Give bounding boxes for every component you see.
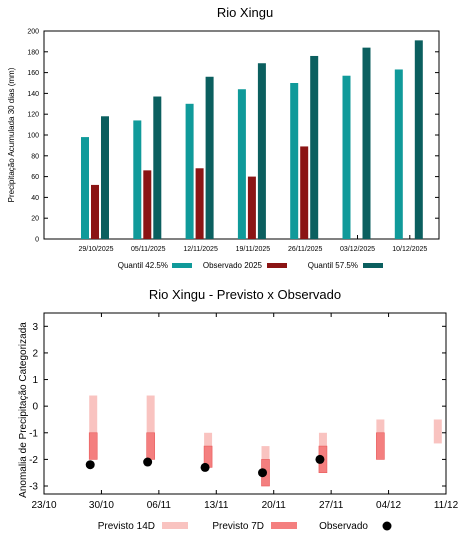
x-tick-label: 19/11/2025 xyxy=(236,246,271,253)
point-observado xyxy=(143,457,153,467)
y-tick-label: 180 xyxy=(27,49,39,56)
x-tick-label: 05/11/2025 xyxy=(131,246,166,253)
bar-observado-2025 xyxy=(143,170,152,239)
y-tick-label: 60 xyxy=(31,174,39,181)
bar-quantil-42 xyxy=(394,69,403,239)
x-tick-label: 03/12/2025 xyxy=(340,246,375,253)
range-previsto-7d xyxy=(88,432,98,460)
range-previsto-7d xyxy=(376,432,385,460)
range-previsto-14d xyxy=(89,395,98,460)
legend-label-observado-2025: Observado 2025 xyxy=(203,261,263,270)
x-tick-label: 29/10/2025 xyxy=(78,246,113,253)
anomaly-chart-y-label: Anomalia de Precipitação Categorizada xyxy=(18,322,29,498)
legend-label-observado: Observado xyxy=(319,521,368,532)
legend-label-previsto-14d: Previsto 14D xyxy=(98,521,155,532)
bar-quantil-57 xyxy=(257,63,266,239)
bar-chart-legend: Quantil 42.5% Observado 2025 Quantil 57.… xyxy=(118,261,383,270)
y-tick-label: 3 xyxy=(32,322,38,333)
x-tick-label: 27/11 xyxy=(319,500,344,511)
range-previsto-14d xyxy=(146,395,155,460)
y-tick-label: 80 xyxy=(31,153,39,160)
x-tick-label: 12/11/2025 xyxy=(183,246,218,253)
x-tick-label: 26/11/2025 xyxy=(288,246,323,253)
y-tick-label: 120 xyxy=(27,112,39,119)
y-tick-label: 2 xyxy=(32,348,38,359)
y-tick-label: 160 xyxy=(27,70,39,77)
legend-label-quantil-42: Quantil 42.5% xyxy=(118,261,168,270)
range-previsto-7d xyxy=(146,432,155,460)
point-observado xyxy=(258,468,268,478)
legend-swatch-observado-2025 xyxy=(267,263,287,268)
bar-quantil-57 xyxy=(205,76,214,239)
bar-quantil-42 xyxy=(185,103,194,239)
y-tick-label: 20 xyxy=(31,216,39,223)
bar-quantil-57 xyxy=(362,47,371,239)
bar-quantil-57 xyxy=(414,40,423,239)
y-tick-label: 100 xyxy=(27,133,39,140)
anomaly-chart: Rio Xingu - Previsto x Observado Anomali… xyxy=(18,287,459,532)
bar-chart-y-ticks: 0 20 40 60 80 100 120 140 160 180 200 xyxy=(27,29,439,244)
anomaly-chart-frame xyxy=(43,312,447,495)
legend-swatch-previsto-14d xyxy=(162,522,188,529)
anomaly-chart-y-ticks: -3 -2 -1 0 1 2 3 xyxy=(29,322,446,493)
bar-observado-2025 xyxy=(300,146,309,239)
legend-label-quantil-57: Quantil 57.5% xyxy=(308,261,358,270)
point-observado xyxy=(315,454,325,464)
legend-swatch-previsto-7d xyxy=(271,522,297,529)
point-observado xyxy=(200,462,210,472)
y-tick-label: -2 xyxy=(29,455,38,466)
range-previsto-14d xyxy=(433,419,442,444)
bar-quantil-57 xyxy=(101,116,109,239)
bar-chart: Rio Xingu Precipitação Acumulada 30 dias… xyxy=(7,5,440,270)
legend-label-previsto-7d: Previsto 7D xyxy=(212,521,264,532)
y-tick-label: 0 xyxy=(35,237,39,244)
anomaly-chart-legend: Previsto 14D Previsto 7D Observado xyxy=(98,521,392,532)
x-tick-label: 10/12/2025 xyxy=(392,246,427,253)
x-tick-label: 06/11 xyxy=(147,500,172,511)
x-tick-label: 04/12 xyxy=(376,500,401,511)
bar-observado-2025 xyxy=(247,176,256,239)
anomaly-chart-title: Rio Xingu - Previsto x Observado xyxy=(149,287,341,302)
legend-swatch-quantil-42 xyxy=(172,263,192,268)
x-tick-label: 23/10 xyxy=(31,500,56,511)
x-tick-label: 13/11 xyxy=(204,500,229,511)
legend-marker-observado xyxy=(382,521,392,531)
bar-chart-bars xyxy=(81,40,423,240)
anomaly-chart-x-ticks: 23/10 30/10 06/11 13/11 20/11 27/11 04/12 11/12 xyxy=(31,313,459,511)
y-tick-label: 1 xyxy=(32,375,38,386)
x-tick-label: 20/11 xyxy=(262,500,287,511)
bar-quantil-57 xyxy=(310,55,319,240)
bar-observado-2025 xyxy=(91,184,99,239)
y-tick-label: 40 xyxy=(31,195,39,202)
y-tick-label: -3 xyxy=(29,482,38,493)
bar-quantil-42 xyxy=(133,120,142,239)
bar-chart-title: Rio Xingu xyxy=(217,5,273,20)
point-observado xyxy=(85,460,95,470)
bar-quantil-42 xyxy=(342,75,351,239)
bar-observado-2025 xyxy=(195,168,204,239)
x-tick-label: 11/12 xyxy=(434,500,459,511)
bar-quantil-42 xyxy=(237,89,246,240)
y-tick-label: 140 xyxy=(27,91,39,98)
bar-quantil-42 xyxy=(290,83,299,239)
x-tick-label: 30/10 xyxy=(89,500,114,511)
y-tick-label: -1 xyxy=(29,428,38,439)
bar-chart-y-label: Precipitação Acumulada 30 dias (mm) xyxy=(7,67,16,202)
anomaly-chart-points xyxy=(85,454,325,478)
y-tick-label: 200 xyxy=(27,29,39,36)
bar-quantil-57 xyxy=(153,96,162,240)
legend-swatch-quantil-57 xyxy=(363,263,383,268)
y-tick-label: 0 xyxy=(32,402,38,413)
bar-quantil-42 xyxy=(81,137,89,239)
